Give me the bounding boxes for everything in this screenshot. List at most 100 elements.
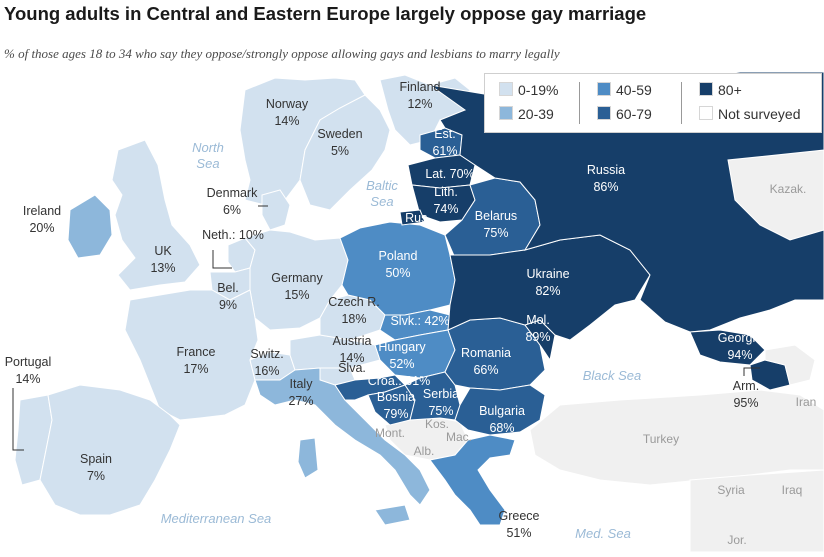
country-value: 20%: [29, 221, 54, 235]
label-syria: Syria: [717, 483, 745, 497]
country-value: 12%: [407, 97, 432, 111]
country-bulgaria: [454, 384, 546, 436]
label-iran: Iran: [796, 395, 817, 409]
country-georgia: [689, 329, 766, 366]
label-albania: Alb.: [414, 444, 435, 458]
leader-portugal: [12, 388, 24, 451]
legend-swatch: [499, 82, 513, 96]
country-value: 95%: [733, 396, 758, 410]
country-label-georgia: Georgia 94%: [718, 331, 763, 362]
country-italy: [254, 367, 431, 506]
country-label-slvk: Slvk.: 42%: [390, 314, 449, 328]
country-name: Italy: [290, 377, 314, 391]
country-labels: Finland 12% Norway 14% Sweden 5% Est. 61% Lat. 7…: [5, 80, 763, 540]
country-label-germany: Germany 15%: [271, 271, 323, 302]
label-kazakhstan: Kazak.: [770, 182, 807, 196]
country-value: 7%: [87, 469, 105, 483]
country-label-croa: Croa.: 61%: [368, 374, 431, 388]
country-label-czech-r: Czech R. 18%: [328, 295, 379, 326]
country-value: 51%: [506, 526, 531, 540]
country-label-bel: Bel. 9%: [217, 281, 239, 312]
legend-label: 40-59: [616, 82, 652, 98]
country-label-arm: Arm. 95%: [733, 379, 759, 410]
label-iraq: Iraq: [782, 483, 803, 497]
legend-swatch: [597, 82, 611, 96]
country-name: Portugal: [5, 355, 52, 369]
country-name: Bosnia: [377, 390, 415, 404]
country-label-ukraine: Ukraine 82%: [526, 267, 569, 298]
legend-label: 60-79: [616, 106, 652, 122]
land-middle-east: [689, 469, 824, 553]
legend-item-40-59: 40-59: [597, 82, 652, 98]
country-name: Denmark: [207, 186, 258, 200]
country-label-spain: Spain 7%: [80, 452, 112, 483]
country-label-lat: Lat. 70%: [425, 167, 474, 181]
country-name: Switz.: [250, 347, 283, 361]
legend-item-not-surveyed: Not surveyed: [699, 106, 800, 122]
country-sardinia: [297, 437, 319, 479]
country-label-poland: Poland 50%: [379, 249, 418, 280]
legend-item-80-plus: 80+: [699, 82, 742, 98]
legend-swatch: [699, 106, 713, 120]
country-name: France: [177, 345, 216, 359]
legend: 0-19% 20-39 40-59 60-79 80+ Not surveyed: [484, 73, 822, 133]
country-name: Norway: [266, 97, 309, 111]
country-value: 6%: [223, 203, 241, 217]
country-value: 68%: [489, 421, 514, 435]
country-value: 79%: [383, 407, 408, 421]
country-name: Hungary: [378, 340, 426, 354]
legend-item-0-19: 0-19%: [499, 82, 558, 98]
label-macedonia: Mac.: [446, 430, 472, 444]
country-name: Poland: [379, 249, 418, 263]
legend-swatch: [499, 106, 513, 120]
country-value: 16%: [254, 364, 279, 378]
country-label-switz: Switz. 16%: [250, 347, 283, 378]
country-value: 86%: [593, 180, 618, 194]
legend-label: 20-39: [518, 106, 554, 122]
water-label-black-sea: Black Sea: [583, 368, 642, 383]
country-value: 61%: [432, 144, 457, 158]
country-value: 5%: [331, 144, 349, 158]
country-label-denmark: Denmark 6%: [207, 186, 258, 217]
country-label-serbia: Serbia 75%: [423, 387, 459, 418]
country-label-france: France 17%: [177, 345, 216, 376]
country-name: Bel.: [217, 281, 239, 295]
country-name: Ireland: [23, 204, 61, 218]
country-label-belarus: Belarus 75%: [475, 209, 517, 240]
chart-subtitle: % of those ages 18 to 34 who say they op…: [4, 46, 560, 61]
leader-lines: [12, 205, 760, 451]
country-name: Finland: [400, 80, 441, 94]
country-hungary: [374, 329, 456, 379]
country-value: 94%: [727, 348, 752, 362]
country-label-portugal: Portugal 14%: [5, 355, 52, 386]
country-value: 82%: [535, 284, 560, 298]
country-value: 75%: [428, 404, 453, 418]
country-name: Russia: [587, 163, 625, 177]
country-name: Serbia: [423, 387, 459, 401]
legend-item-20-39: 20-39: [499, 106, 554, 122]
country-name: Lith.: [434, 185, 458, 199]
country-label-bulgaria: Bulgaria 68%: [479, 404, 525, 435]
label-turkey: Turkey: [643, 432, 679, 446]
leader-netherlands: [212, 250, 232, 269]
label-jordan: Jor.: [727, 533, 746, 547]
country-name: Greece: [499, 509, 540, 523]
country-greece: [429, 434, 516, 526]
legend-item-60-79: 60-79: [597, 106, 652, 122]
label-montenegro: Mont.: [375, 426, 405, 440]
country-ireland: [67, 194, 113, 259]
country-value: 66%: [473, 363, 498, 377]
country-label-greece: Greece 51%: [499, 509, 540, 540]
country-value: 75%: [483, 226, 508, 240]
country-name: Arm.: [733, 379, 759, 393]
legend-label: 0-19%: [518, 82, 559, 98]
country-label-bosnia: Bosnia 79%: [377, 390, 415, 421]
legend-label: Not surveyed: [718, 106, 801, 122]
country-name: UK: [154, 244, 172, 258]
country-value: 89%: [525, 330, 550, 344]
europe-map: North Sea Baltic Sea Black Sea Mediterrane…: [5, 71, 824, 553]
country-value: 17%: [183, 362, 208, 376]
country-value: 18%: [341, 312, 366, 326]
country-name: Germany: [271, 271, 323, 285]
country-azerbaijan: [764, 344, 816, 386]
